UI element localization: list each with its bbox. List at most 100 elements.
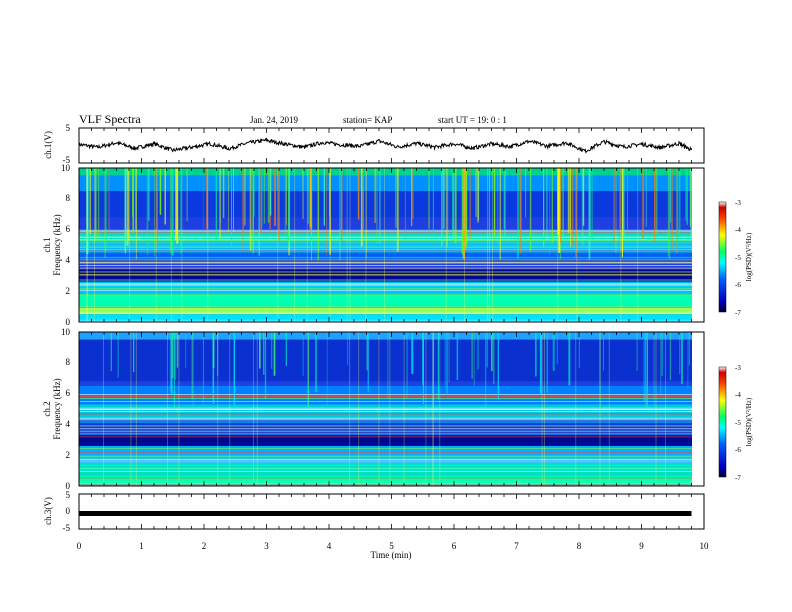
spectrogram-burst	[599, 332, 601, 409]
spectrogram-streak	[389, 332, 391, 486]
spectrogram-burst	[231, 168, 232, 249]
spectrogram-streak	[425, 332, 427, 486]
spectrogram-line	[79, 239, 692, 241]
spectrogram-burst	[259, 332, 261, 369]
spectrogram-burst	[132, 168, 135, 233]
spectrogram-burst	[125, 168, 127, 246]
spectrogram-burst	[387, 332, 389, 399]
spectrogram-burst	[670, 168, 671, 223]
spectrogram-burst	[286, 168, 287, 225]
spectrogram-burst	[685, 168, 687, 221]
spectrogram-band	[79, 231, 692, 242]
spectrogram-line	[79, 246, 692, 248]
spectrogram-burst	[261, 168, 263, 227]
ch2-ytick-8: 8	[66, 357, 71, 367]
spectrogram-streak	[178, 332, 180, 486]
spectrogram-streak	[378, 332, 380, 486]
spectrogram-streak	[384, 168, 385, 322]
ch1-ytick-6: 6	[66, 224, 71, 234]
spectrogram-burst	[339, 168, 341, 261]
spectrogram-burst	[552, 332, 555, 371]
spectrogram-burst	[627, 168, 628, 230]
spectrogram-burst	[366, 332, 368, 371]
spectrogram-band	[79, 252, 692, 264]
spectrogram-band	[79, 475, 692, 486]
xtick-label-3: 3	[264, 541, 269, 551]
spectrogram-burst	[271, 332, 273, 369]
spectrogram-line	[79, 461, 692, 463]
spectrogram-streak	[575, 332, 577, 486]
spectrogram-line	[79, 421, 692, 423]
spectrogram-burst	[233, 168, 234, 232]
spectrogram-streak	[487, 168, 488, 322]
spectrogram-burst	[110, 332, 112, 372]
spectrogram-line	[79, 448, 692, 450]
spectrogram-line	[79, 262, 692, 264]
spectrogram-streak	[253, 332, 254, 486]
spectrogram-burst	[379, 168, 381, 244]
spectrogram-streak	[103, 332, 104, 486]
spectrogram-burst	[174, 332, 177, 380]
spectrogram-burst	[278, 168, 280, 241]
spectrogram-burst	[676, 168, 677, 253]
ch2-cb-tick-m5: -5	[735, 419, 741, 427]
spectrogram-burst	[571, 168, 574, 246]
spectrogram-burst	[175, 168, 177, 241]
ch2-colorbar-scale	[718, 366, 727, 478]
spectrogram-burst	[159, 168, 162, 215]
spectrogram-line	[79, 428, 692, 430]
spectrogram-burst	[463, 168, 466, 259]
spectrogram-burst	[543, 168, 545, 248]
spectrogram-streak	[277, 168, 279, 322]
spectrogram-line	[79, 482, 692, 484]
spectrogram-burst	[619, 168, 621, 253]
spectrogram-burst	[228, 168, 229, 232]
spectrogram-burst	[148, 168, 150, 221]
spectrogram-burst	[645, 332, 647, 407]
spectrogram-line	[79, 483, 692, 485]
spectrogram-burst	[469, 168, 471, 240]
spectrogram-burst	[233, 332, 236, 407]
spectrogram-line	[79, 294, 692, 296]
spectrogram-line	[79, 468, 692, 470]
spectrogram-burst	[529, 168, 532, 252]
spectrogram-line	[79, 268, 692, 270]
spectrogram-line	[79, 419, 692, 421]
spectrogram-burst	[603, 332, 604, 371]
spectrogram-line	[79, 320, 692, 322]
spectrogram-burst	[341, 168, 343, 242]
spectrogram-streak	[576, 168, 578, 322]
spectrogram-burst	[311, 168, 313, 249]
ch2-ylabel-channel: ch.2	[42, 401, 52, 416]
spectrogram-line	[79, 417, 692, 419]
spectrogram-burst	[169, 168, 172, 254]
spectrogram-streak	[599, 332, 601, 486]
spectrogram-burst	[432, 332, 435, 407]
spectrogram-burst	[329, 168, 331, 255]
ch2-ytick-10: 10	[61, 327, 71, 337]
spectrogram-streak	[637, 168, 639, 322]
spectrogram-burst	[575, 168, 577, 258]
spectrogram-line	[79, 279, 692, 281]
spectrogram-burst	[679, 332, 681, 375]
spectrogram-line	[79, 411, 692, 413]
spectrogram-burst	[202, 332, 204, 404]
ch1-cb-tick-m6: -6	[735, 281, 741, 289]
spectrogram-burst	[288, 168, 290, 247]
spectrogram-burst	[186, 168, 188, 222]
spectrogram-burst	[560, 168, 562, 244]
spectrogram-burst	[243, 168, 246, 226]
ch2-ytick-0: 0	[66, 481, 71, 491]
spectrogram-burst	[668, 168, 671, 260]
spectrogram-burst	[307, 332, 309, 407]
spectrogram-line	[79, 401, 692, 402]
ch2-ytick-6: 6	[66, 388, 71, 398]
spectrogram-burst	[422, 332, 424, 404]
spectrogram-line	[79, 307, 692, 309]
ch1-ytick-bottom: -5	[63, 155, 71, 165]
ch2-ytick-2: 2	[66, 450, 71, 460]
ch1-waveform-line	[78, 137, 692, 154]
spectrogram-burst	[274, 168, 276, 226]
spectrogram-burst	[154, 168, 155, 257]
spectrogram-burst	[358, 168, 360, 220]
